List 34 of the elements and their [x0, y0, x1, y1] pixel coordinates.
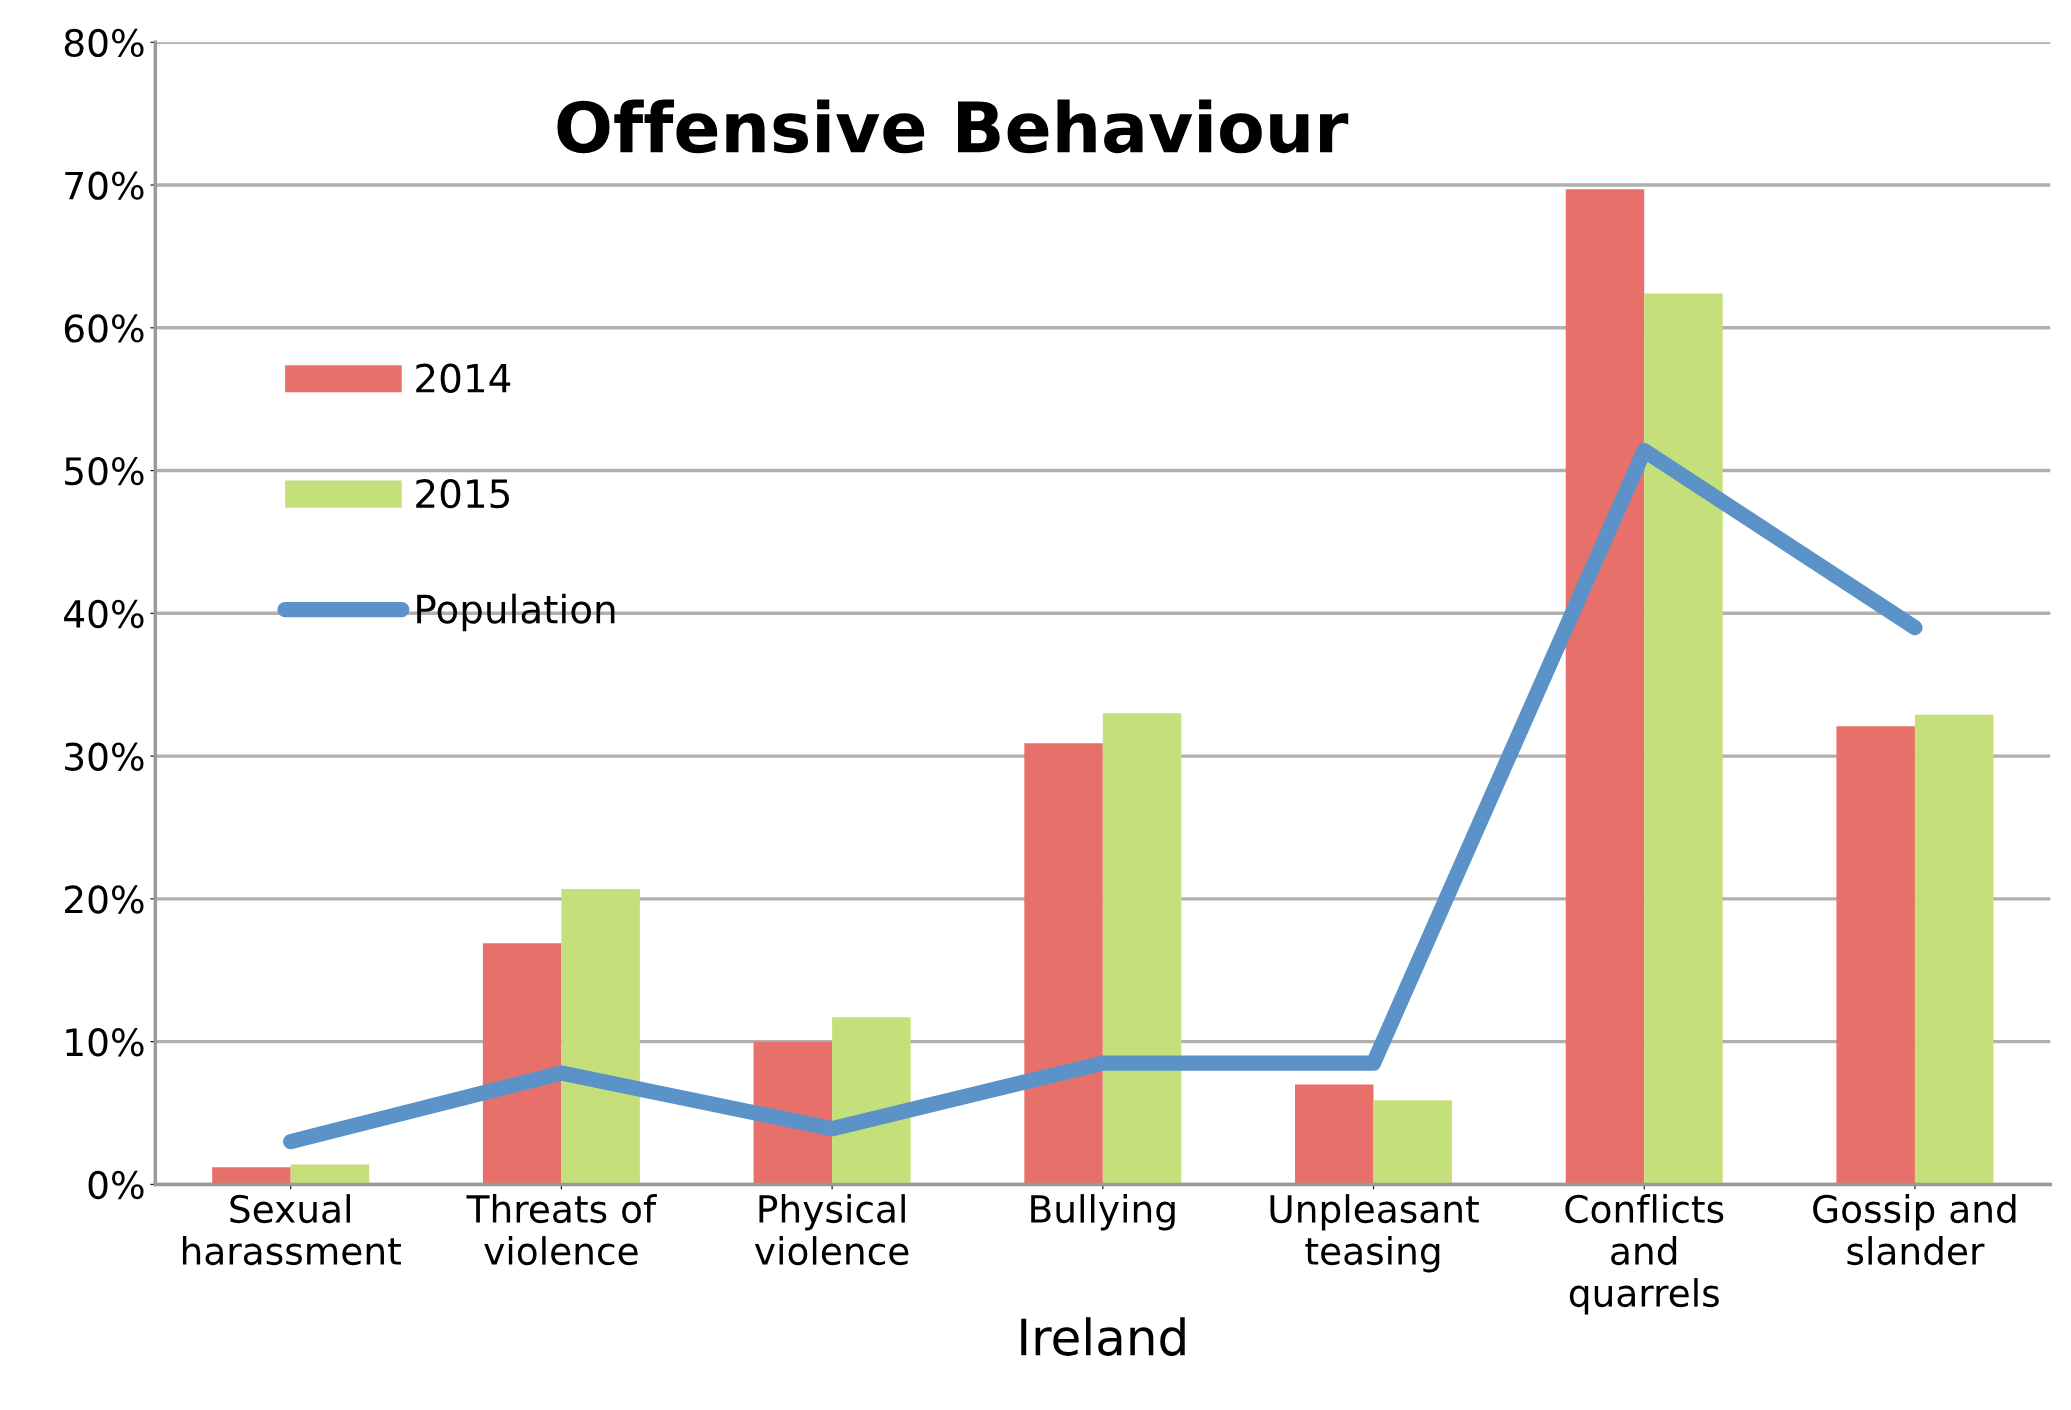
bar — [1373, 1100, 1453, 1185]
x-tick-label: Physical violence — [754, 1194, 909, 1266]
y-tick-label: 70% — [65, 171, 144, 200]
y-tick-label: 80% — [64, 28, 144, 58]
x-tick-label: Threats of violence — [466, 1194, 657, 1266]
y-tick-label: 40% — [64, 599, 144, 629]
x-tick-label: Conflicts and quarrels — [1565, 1194, 1724, 1315]
bar — [1836, 726, 1915, 1185]
legend-label: 2014 — [416, 363, 511, 393]
y-tick-label: 60% — [64, 314, 144, 343]
x-tick-label: Sexual harassment — [182, 1194, 401, 1266]
x-tick-label: Unpleasant teasing — [1270, 1194, 1479, 1273]
bar — [832, 1017, 911, 1185]
bar — [290, 1164, 370, 1185]
bar — [212, 1167, 291, 1185]
legend-label: 2015 — [416, 478, 509, 509]
x-tick-label: Bullying — [1031, 1194, 1175, 1231]
y-tick-label: 30% — [65, 742, 144, 771]
text: Offensive Behaviour — [557, 99, 1349, 154]
bar — [1024, 743, 1103, 1185]
y-tick-label: 0% — [88, 1170, 144, 1200]
bar — [1565, 189, 1645, 1185]
bar — [1914, 714, 1994, 1185]
y-tick-label: 50% — [65, 457, 144, 486]
bar — [1644, 293, 1723, 1185]
bar — [1295, 1084, 1374, 1185]
x-tick-label: Gossip and slander — [1813, 1194, 2016, 1266]
y-tick-label: 10% — [66, 1028, 144, 1057]
bar — [482, 943, 562, 1185]
legend-label: Population — [417, 593, 615, 632]
x-axis-title: Ireland — [1021, 1317, 1185, 1356]
y-tick-label: 20% — [65, 885, 144, 914]
bar — [1102, 713, 1182, 1185]
bar — [561, 888, 640, 1185]
